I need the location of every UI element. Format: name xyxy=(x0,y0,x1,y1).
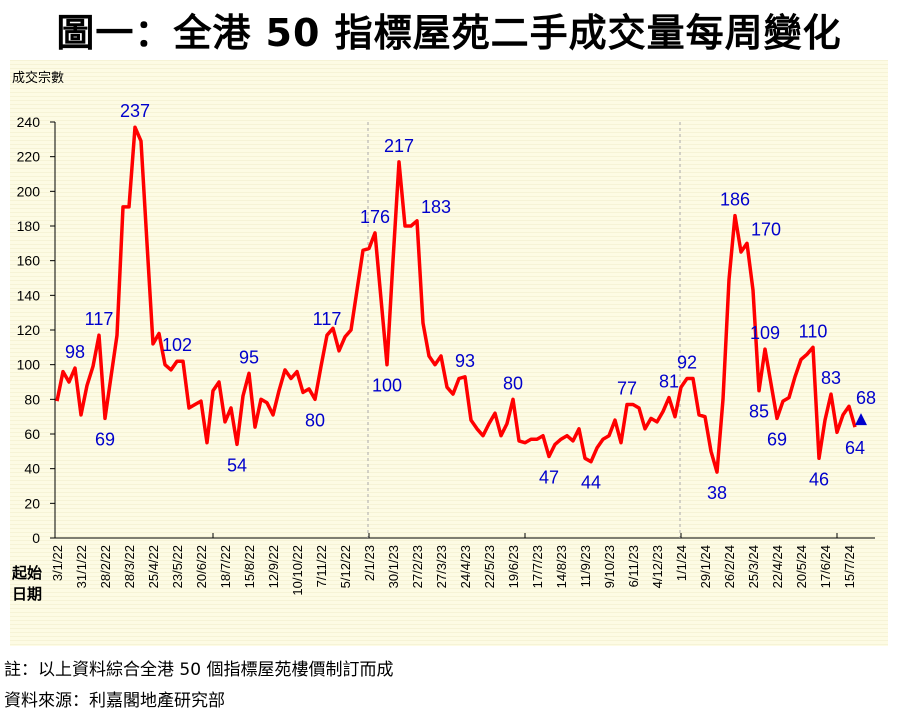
x-tick-label: 11/9/23 xyxy=(578,545,593,587)
marker-label: 68 xyxy=(856,388,876,408)
x-tick-label: 27/3/23 xyxy=(434,545,449,588)
data-label: 92 xyxy=(677,353,697,373)
x-tick-label: 18/7/22 xyxy=(218,545,233,588)
y-tick-label: 180 xyxy=(17,218,41,234)
data-label: 38 xyxy=(707,483,727,503)
x-axis-title: 起始 xyxy=(11,564,42,582)
y-axis-title: 成交宗數 xyxy=(12,70,64,86)
y-tick-label: 140 xyxy=(17,287,41,303)
x-tick-label: 25/4/22 xyxy=(146,545,161,588)
data-label: 217 xyxy=(384,136,414,156)
data-label: 95 xyxy=(239,347,259,367)
data-label: 117 xyxy=(313,309,342,329)
footnote: 註：以上資料綜合全港 50 個指標屋苑樓價制訂而成 xyxy=(4,660,394,680)
y-tick-label: 220 xyxy=(17,149,41,165)
chart-title: 圖一：全港 50 指標屋苑二手成交量每周變化 xyxy=(56,11,842,55)
y-tick-label: 0 xyxy=(32,530,40,546)
x-tick-label: 22/4/24 xyxy=(770,545,785,588)
data-label: 117 xyxy=(85,309,114,329)
x-tick-label: 7/11/22 xyxy=(314,545,329,587)
series-line xyxy=(55,125,857,474)
data-label: 176 xyxy=(360,207,390,227)
data-label: 110 xyxy=(799,321,828,341)
y-tick-label: 20 xyxy=(24,495,40,511)
x-tick-label: 26/2/24 xyxy=(722,545,737,588)
data-label: 47 xyxy=(539,468,559,488)
source-note: 資料來源：利嘉閣地產研究部 xyxy=(4,691,225,711)
y-tick-label: 160 xyxy=(17,253,41,269)
y-tick-label: 60 xyxy=(24,426,40,442)
data-label: 186 xyxy=(720,190,750,210)
y-tick-label: 120 xyxy=(17,322,41,338)
y-tick-label: 100 xyxy=(17,357,41,373)
y-tick-label: 240 xyxy=(17,114,41,130)
data-label: 98 xyxy=(65,342,85,362)
data-label: 44 xyxy=(581,473,601,493)
data-label: 183 xyxy=(421,197,451,217)
x-tick-label: 20/6/22 xyxy=(194,545,209,588)
data-label: 109 xyxy=(750,323,780,343)
x-tick-label: 3/1/22 xyxy=(50,545,65,581)
data-label: 46 xyxy=(809,469,829,489)
data-label: 69 xyxy=(95,429,115,449)
data-label: 77 xyxy=(617,379,637,399)
x-tick-label: 25/3/24 xyxy=(746,545,761,588)
data-label: 85 xyxy=(749,402,769,422)
x-tick-label: 6/11/23 xyxy=(626,545,641,587)
x-tick-label: 28/2/22 xyxy=(98,545,113,588)
data-label: 54 xyxy=(227,455,247,475)
x-tick-label: 2/1/23 xyxy=(362,545,377,581)
x-tick-label: 23/5/22 xyxy=(170,545,185,588)
x-tick-label: 10/10/22 xyxy=(290,545,305,596)
x-tick-label: 1/1/24 xyxy=(674,545,689,581)
y-tick-label: 200 xyxy=(17,183,41,199)
data-label: 170 xyxy=(751,219,781,239)
data-label: 100 xyxy=(372,376,402,396)
data-label: 81 xyxy=(659,372,679,392)
y-tick-label: 80 xyxy=(24,391,40,407)
x-tick-label: 15/7/24 xyxy=(842,545,857,588)
data-label: 80 xyxy=(503,373,523,393)
x-tick-label: 12/9/22 xyxy=(266,545,281,588)
data-label: 102 xyxy=(162,335,192,355)
x-tick-label: 22/5/23 xyxy=(482,545,497,588)
x-tick-label: 30/1/23 xyxy=(386,545,401,588)
triangle-marker-icon xyxy=(855,413,867,426)
x-tick-label: 17/6/24 xyxy=(818,545,833,588)
x-tick-label: 29/1/24 xyxy=(698,545,713,588)
x-tick-label: 4/12/23 xyxy=(650,545,665,588)
x-tick-label: 9/10/23 xyxy=(602,545,617,588)
x-tick-label: 15/8/22 xyxy=(242,545,257,588)
x-tick-label: 31/1/22 xyxy=(74,545,89,588)
x-axis-title: 日期 xyxy=(12,585,42,603)
x-tick-label: 28/3/22 xyxy=(122,545,137,588)
x-tick-label: 19/6/23 xyxy=(506,545,521,588)
x-tick-label: 5/12/22 xyxy=(338,545,353,588)
plot-background xyxy=(10,60,888,646)
data-label: 69 xyxy=(767,429,787,449)
data-label: 83 xyxy=(821,368,841,388)
x-tick-label: 14/8/23 xyxy=(554,545,569,588)
x-tick-label: 27/2/23 xyxy=(410,545,425,588)
data-label: 64 xyxy=(845,438,865,458)
data-label: 93 xyxy=(455,351,475,371)
x-tick-label: 17/7/23 xyxy=(530,545,545,588)
y-tick-label: 40 xyxy=(24,461,40,477)
data-label: 237 xyxy=(120,101,150,121)
data-label: 80 xyxy=(305,410,325,430)
x-tick-label: 20/5/24 xyxy=(794,545,809,588)
x-tick-label: 24/4/23 xyxy=(458,545,473,588)
